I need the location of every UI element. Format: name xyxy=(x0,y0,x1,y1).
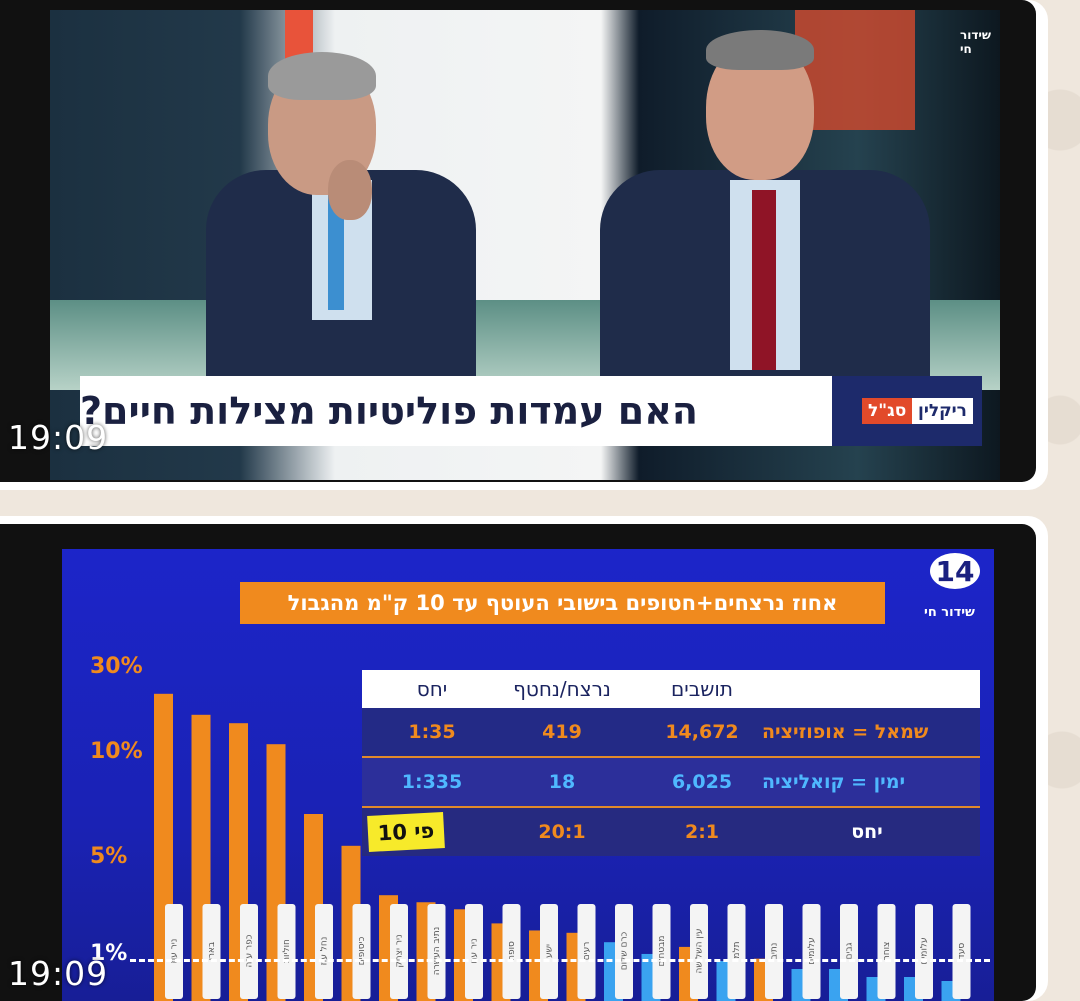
tv-photo-studio[interactable]: שידור חי האם עמדות פוליטיות מצילות חיים?… xyxy=(0,0,1036,482)
category-plate xyxy=(690,904,708,999)
category-plate xyxy=(165,904,183,999)
host-name-first: ריקלין xyxy=(912,398,973,424)
table-row: 1:35 419 14,672 שמאל = אופוזיציה xyxy=(362,708,980,758)
category-plate xyxy=(465,904,483,999)
category-plate xyxy=(877,904,896,999)
category-plate xyxy=(577,904,596,999)
category-plate xyxy=(315,904,333,999)
category-label: גבים xyxy=(845,942,855,959)
header-ratio: יחס xyxy=(416,677,448,701)
stats-table: יחס נרצח/נחטף תושבים 1:35 419 14,672 שמא… xyxy=(362,670,980,856)
category-label: ניר עם xyxy=(470,938,480,963)
cell-ratio: 1:335 xyxy=(401,771,463,793)
live-label: שידור חי xyxy=(960,28,992,56)
bar-chart: ניר עוז בארי כפר עזה חוליות נחל עוז כיסופים ני… xyxy=(154,693,971,1001)
lower-third: האם עמדות פוליטיות מצילות חיים? סג"ל ריק… xyxy=(80,376,982,458)
category-label: כיסופים xyxy=(357,936,367,965)
message-timestamp: 19:09 xyxy=(8,418,109,457)
category-label: ניר יצחק xyxy=(395,934,405,967)
cell-killed: 18 xyxy=(548,771,576,793)
category-label: סעד xyxy=(957,943,967,960)
table-header: יחס נרצח/נחטף תושבים xyxy=(362,670,980,708)
table-row: פי 10 20:1 2:1 יחס xyxy=(362,808,980,856)
category-label: נתיב העשרה xyxy=(432,927,442,975)
category-label: עלומים xyxy=(920,937,930,964)
show-name-box: סג"ל ריקלין xyxy=(832,376,982,446)
category-plate xyxy=(652,904,671,999)
category-label: מבטחים xyxy=(657,935,667,966)
category-plate xyxy=(202,904,221,999)
broadcast-question: האם עמדות פוליטיות מצילות חיים? xyxy=(80,376,832,446)
live-label: שידור חי xyxy=(924,605,975,620)
cell-killed: 419 xyxy=(542,721,582,743)
category-label: עין השלושה xyxy=(695,928,705,973)
category-plate xyxy=(840,904,858,999)
category-label: ישע xyxy=(545,944,555,958)
category-plate xyxy=(727,904,746,999)
cell-population: 6,025 xyxy=(671,771,733,793)
y-tick-label: 5% xyxy=(90,844,128,869)
image-message[interactable]: שידור חי האם עמדות פוליטיות מצילות חיים?… xyxy=(0,0,1048,490)
graphic-title: אחוז נרצחים+חטופים בישובי העוטף עד 10 ק"… xyxy=(240,582,885,624)
category-label: כרם שלום xyxy=(620,931,630,970)
channel-logo: 14 xyxy=(930,553,980,589)
category-label: ניר עוז xyxy=(170,939,180,964)
cell-killed: 20:1 xyxy=(538,821,586,843)
ratio-badge: פי 10 xyxy=(367,812,445,852)
host-name-second: סג"ל xyxy=(862,398,913,424)
header-population: תושבים xyxy=(670,677,734,701)
cell-population: 2:1 xyxy=(684,821,720,843)
studio-scene: שידור חי xyxy=(50,10,1000,480)
category-plate xyxy=(802,904,821,999)
category-label: רעים xyxy=(582,942,592,961)
category-label: נחל עוז xyxy=(320,937,330,966)
tv-photo-graphic[interactable]: אחוז נרצחים+חטופים בישובי העוטף עד 10 ק"… xyxy=(0,524,1036,1001)
cell-ratio: 1:35 xyxy=(408,721,456,743)
category-plate xyxy=(765,904,783,999)
category-label: צוחר xyxy=(882,942,892,961)
category-plate xyxy=(540,904,558,999)
category-plate xyxy=(240,904,258,999)
category-label: תלמי xyxy=(732,941,742,960)
one-percent-line xyxy=(130,959,990,962)
category-label: כפר עזה xyxy=(245,934,255,967)
category-label: עלומים xyxy=(807,937,817,964)
image-message[interactable]: אחוז נרצחים+חטופים בישובי העוטף עד 10 ק"… xyxy=(0,516,1048,1001)
category-label: חוליות xyxy=(282,939,292,963)
message-timestamp: 19:09 xyxy=(8,954,109,993)
category-plate xyxy=(915,904,933,999)
cell-label: יחס xyxy=(851,821,883,843)
table-row: 1:335 18 6,025 ימין = קואליציה xyxy=(362,758,980,808)
y-tick-label: 30% xyxy=(90,654,143,679)
header-killed: נרצח/נחטף xyxy=(513,677,611,701)
y-tick-label: 10% xyxy=(90,739,143,764)
category-label: בארי xyxy=(207,942,217,960)
category-plate xyxy=(352,904,371,999)
category-plate xyxy=(427,904,446,999)
cell-label: ימין = קואליציה xyxy=(762,771,906,793)
category-plate xyxy=(502,904,521,999)
cell-population: 14,672 xyxy=(665,721,739,743)
y-tick-label: 1% xyxy=(90,941,128,966)
category-plate xyxy=(952,904,971,999)
cell-label: שמאל = אופוזיציה xyxy=(762,721,929,743)
category-label: סופה xyxy=(507,941,517,961)
category-plate xyxy=(615,904,633,999)
category-label: נתיב xyxy=(770,943,780,960)
category-plate xyxy=(390,904,408,999)
category-plate xyxy=(277,904,296,999)
tv-graphic: אחוז נרצחים+חטופים בישובי העוטף עד 10 ק"… xyxy=(62,549,994,1001)
